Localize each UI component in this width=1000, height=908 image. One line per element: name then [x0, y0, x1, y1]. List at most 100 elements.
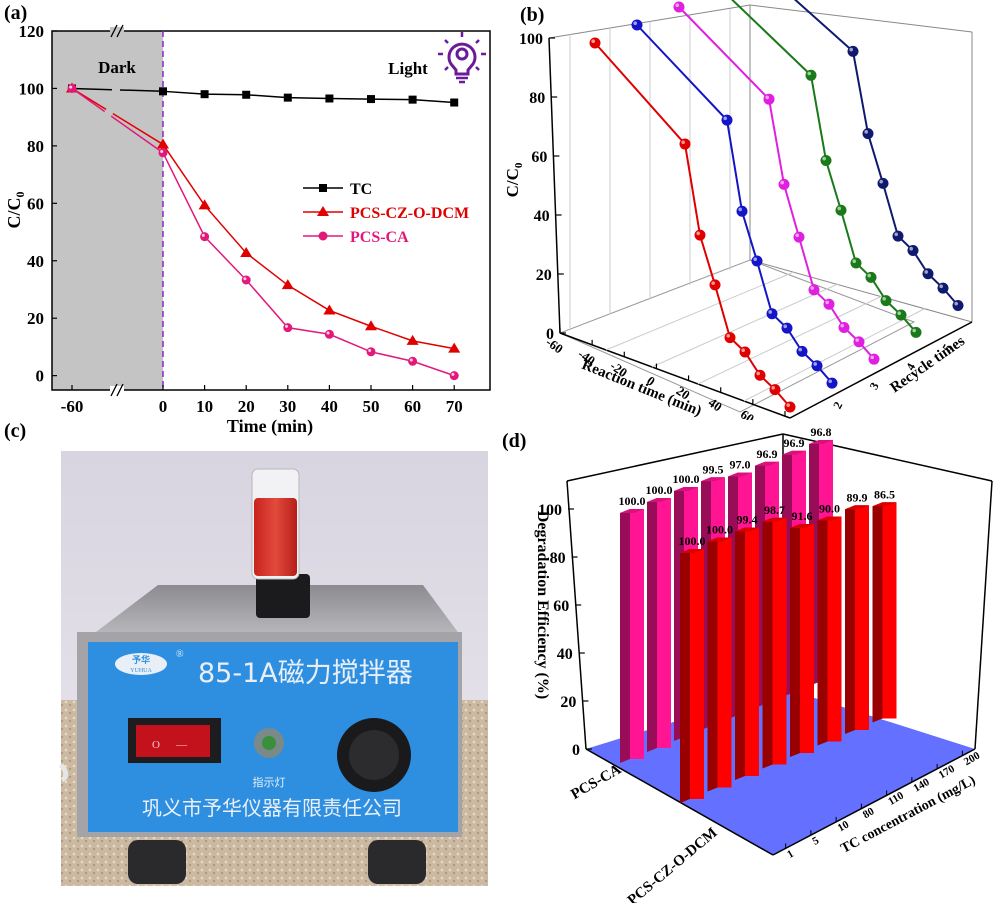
data-point-recycle-1: [709, 279, 721, 291]
axis-break-mark: [110, 24, 118, 38]
bulb-outline: [447, 42, 477, 76]
data-point-highlight: [633, 21, 637, 26]
x-tick-label: 70: [446, 397, 463, 416]
data-point-highlight: [285, 324, 288, 328]
data-point-PCS-CZ-O-DCM: [323, 304, 336, 315]
stirrer-foot-right: [368, 840, 426, 884]
series-line-PCS-CZ-O-DCM: [162, 144, 455, 350]
power-switch[interactable]: [136, 725, 210, 757]
bar-top-face: [782, 450, 806, 455]
data-label: 96.9: [757, 447, 778, 461]
bar-side-face: [817, 516, 828, 746]
bar-side-face: [735, 527, 745, 780]
indicator-label: 指示灯: [253, 775, 286, 789]
speed-knob-center: [349, 730, 399, 780]
bar-side-face: [647, 498, 657, 752]
chart-a: 0 20 40 60 80 100 120 -60 0 10 20 30 40 50 60 70 Time (m…: [4, 22, 491, 437]
data-point-highlight: [681, 140, 685, 145]
data-point-recycle-4: [910, 326, 922, 338]
y-axis-title: Degradation Efficiency (%): [534, 511, 551, 699]
data-label: 98.7: [764, 503, 785, 517]
data-point-TC: [159, 87, 167, 96]
switch-off-symbol: O: [152, 739, 160, 751]
back-floor-edge: [749, 259, 973, 323]
data-label: 89.9: [847, 490, 868, 504]
data-point-PCS-CA: [324, 329, 334, 339]
bar-top-face: [728, 472, 752, 477]
bar-PCS-CA-1: [620, 509, 644, 763]
data-point-recycle-3: [808, 284, 820, 296]
row-label-pcs-cz-o-dcm: PCS-CZ-O-DCM: [625, 825, 721, 903]
bar-side-face: [845, 505, 855, 734]
data-point-highlight: [852, 259, 856, 264]
bar-front-face: [882, 502, 897, 719]
data-point-recycle-5: [952, 299, 964, 311]
data-point-recycle-1: [724, 332, 736, 344]
data-point-highlight: [726, 334, 730, 338]
frame-edge: [974, 480, 993, 750]
data-point-highlight: [828, 379, 832, 384]
y-tick-label: 60: [27, 194, 44, 213]
data-point-highlight: [837, 206, 841, 211]
yuhua-logo: [115, 653, 167, 675]
data-point-highlight: [924, 270, 928, 274]
y-tick-label: 60: [531, 149, 547, 166]
data-point-PCS-CZ-O-DCM: [448, 342, 461, 353]
z-axis-title: Recycle times: [887, 333, 968, 396]
data-point-highlight: [326, 331, 330, 335]
bar-top-face: [620, 509, 644, 513]
data-point-highlight: [912, 328, 916, 333]
data-point-highlight: [69, 85, 73, 89]
x-tick-label: 60: [738, 407, 757, 420]
bar-PCS-CZ-O-DCM-1: [680, 549, 704, 803]
gridline: [697, 295, 883, 385]
x-tick-label: 10: [196, 397, 213, 416]
y-axis-title: C/C0: [4, 192, 27, 229]
x-tick-label: 50: [363, 397, 380, 416]
data-point-recycle-1: [739, 346, 751, 358]
series-line-PCS-CA: [162, 152, 455, 377]
legend-label: TC: [350, 181, 372, 198]
data-point-highlight: [795, 233, 799, 238]
data-point-PCS-CZ-O-DCM: [365, 320, 377, 331]
y-tick-label: 60: [553, 598, 569, 615]
data-point-recycle-2: [766, 308, 778, 320]
z-tick-label: 4: [903, 361, 918, 373]
data-point-recycle-2: [736, 205, 748, 217]
data-label: 96.8: [811, 425, 832, 439]
bar-front-face: [717, 537, 732, 788]
data-point-highlight: [756, 371, 760, 376]
data-point-recycle-1: [694, 229, 706, 241]
data-point-recycle-4: [895, 309, 907, 321]
x-tick-label: -60: [61, 397, 84, 416]
bar-PCS-CZ-O-DCM-80: [762, 517, 787, 769]
data-point-PCS-CZ-O-DCM: [281, 279, 294, 290]
data-label: 91.6: [792, 509, 813, 523]
panel-c: (c): [0, 420, 500, 903]
data-label: 99.4: [737, 513, 758, 527]
y-tick-label: 100: [519, 31, 543, 48]
data-point-highlight: [909, 246, 913, 251]
data-point-recycle-1: [754, 369, 766, 381]
chart-b: 020406080100C/C0-60-40-20020406080Reacti…: [503, 0, 973, 438]
data-point-highlight: [243, 277, 247, 281]
panel-a: 0 20 40 60 80 100 120 -60 0 10 20 30 40 50 60 70 Time (m…: [0, 0, 500, 440]
bar-top-face: [790, 524, 814, 528]
bar-side-face: [620, 509, 630, 763]
data-point-recycle-5: [907, 245, 919, 257]
vial-liquid: [254, 498, 297, 576]
data-point-highlight: [780, 180, 784, 185]
panel-label-b: (b): [520, 4, 545, 26]
bar-PCS-CZ-O-DCM-5: [707, 537, 732, 792]
data-label: 100.0: [673, 472, 700, 486]
data-label: 100.0: [619, 494, 646, 508]
bar-side-face: [872, 502, 883, 723]
bar-PCS-CZ-O-DCM-200: [872, 502, 897, 723]
data-point-recycle-2: [796, 345, 808, 357]
series-line-PCS-CZ-O-DCM: [71, 87, 164, 146]
data-point-recycle-5: [892, 230, 904, 242]
data-point-recycle-3: [868, 353, 880, 365]
data-point-PCS-CA: [449, 371, 459, 381]
data-point-recycle-3: [778, 178, 790, 190]
bar-top-face: [762, 517, 787, 522]
